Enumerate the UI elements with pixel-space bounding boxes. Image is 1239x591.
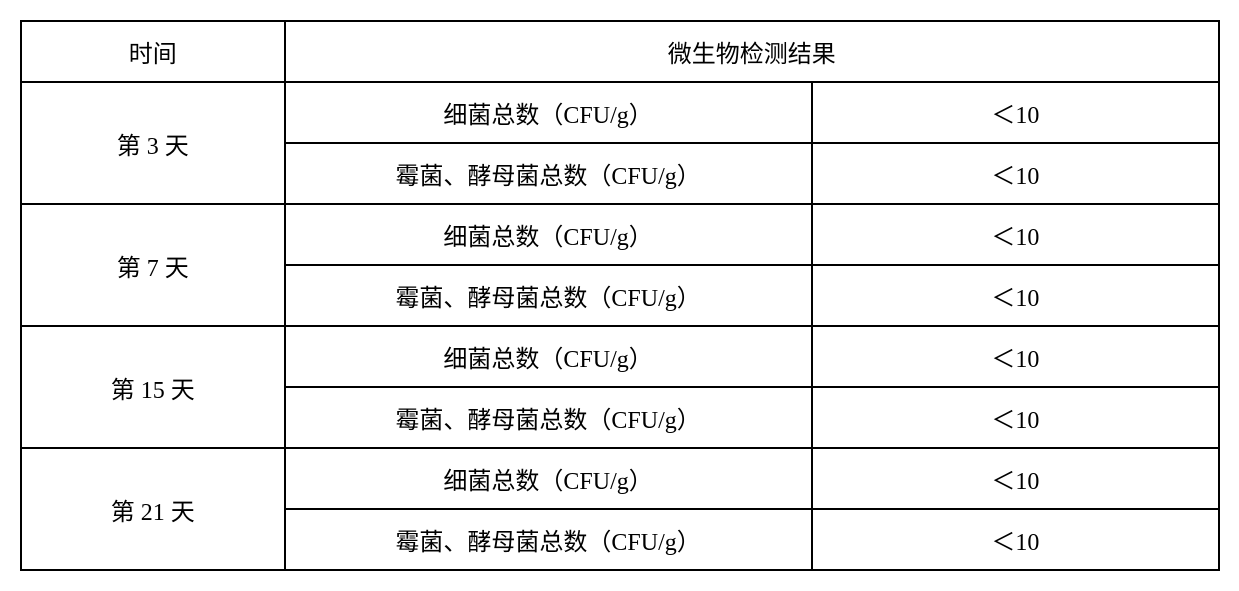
- param-cell: 霉菌、酵母菌总数（CFU/g）: [285, 387, 812, 448]
- time-cell: 第 15 天: [21, 326, 285, 448]
- header-result: 微生物检测结果: [285, 21, 1219, 82]
- table-row: 第 3 天 细菌总数（CFU/g） ＜10: [21, 82, 1219, 143]
- table-row: 第 15 天 细菌总数（CFU/g） ＜10: [21, 326, 1219, 387]
- param-cell: 细菌总数（CFU/g）: [285, 326, 812, 387]
- param-cell: 霉菌、酵母菌总数（CFU/g）: [285, 143, 812, 204]
- time-cell: 第 21 天: [21, 448, 285, 570]
- time-cell: 第 7 天: [21, 204, 285, 326]
- param-cell: 霉菌、酵母菌总数（CFU/g）: [285, 265, 812, 326]
- header-time: 时间: [21, 21, 285, 82]
- table-container: 时间 微生物检测结果 第 3 天 细菌总数（CFU/g） ＜10 霉菌、酵母菌总…: [20, 20, 1220, 571]
- value-cell: ＜10: [812, 448, 1219, 509]
- param-cell: 霉菌、酵母菌总数（CFU/g）: [285, 509, 812, 570]
- table-header-row: 时间 微生物检测结果: [21, 21, 1219, 82]
- value-cell: ＜10: [812, 82, 1219, 143]
- value-cell: ＜10: [812, 509, 1219, 570]
- value-cell: ＜10: [812, 326, 1219, 387]
- param-cell: 细菌总数（CFU/g）: [285, 448, 812, 509]
- param-cell: 细菌总数（CFU/g）: [285, 82, 812, 143]
- value-cell: ＜10: [812, 204, 1219, 265]
- time-cell: 第 3 天: [21, 82, 285, 204]
- microbio-results-table: 时间 微生物检测结果 第 3 天 细菌总数（CFU/g） ＜10 霉菌、酵母菌总…: [20, 20, 1220, 571]
- param-cell: 细菌总数（CFU/g）: [285, 204, 812, 265]
- table-row: 第 7 天 细菌总数（CFU/g） ＜10: [21, 204, 1219, 265]
- value-cell: ＜10: [812, 387, 1219, 448]
- value-cell: ＜10: [812, 265, 1219, 326]
- value-cell: ＜10: [812, 143, 1219, 204]
- table-row: 第 21 天 细菌总数（CFU/g） ＜10: [21, 448, 1219, 509]
